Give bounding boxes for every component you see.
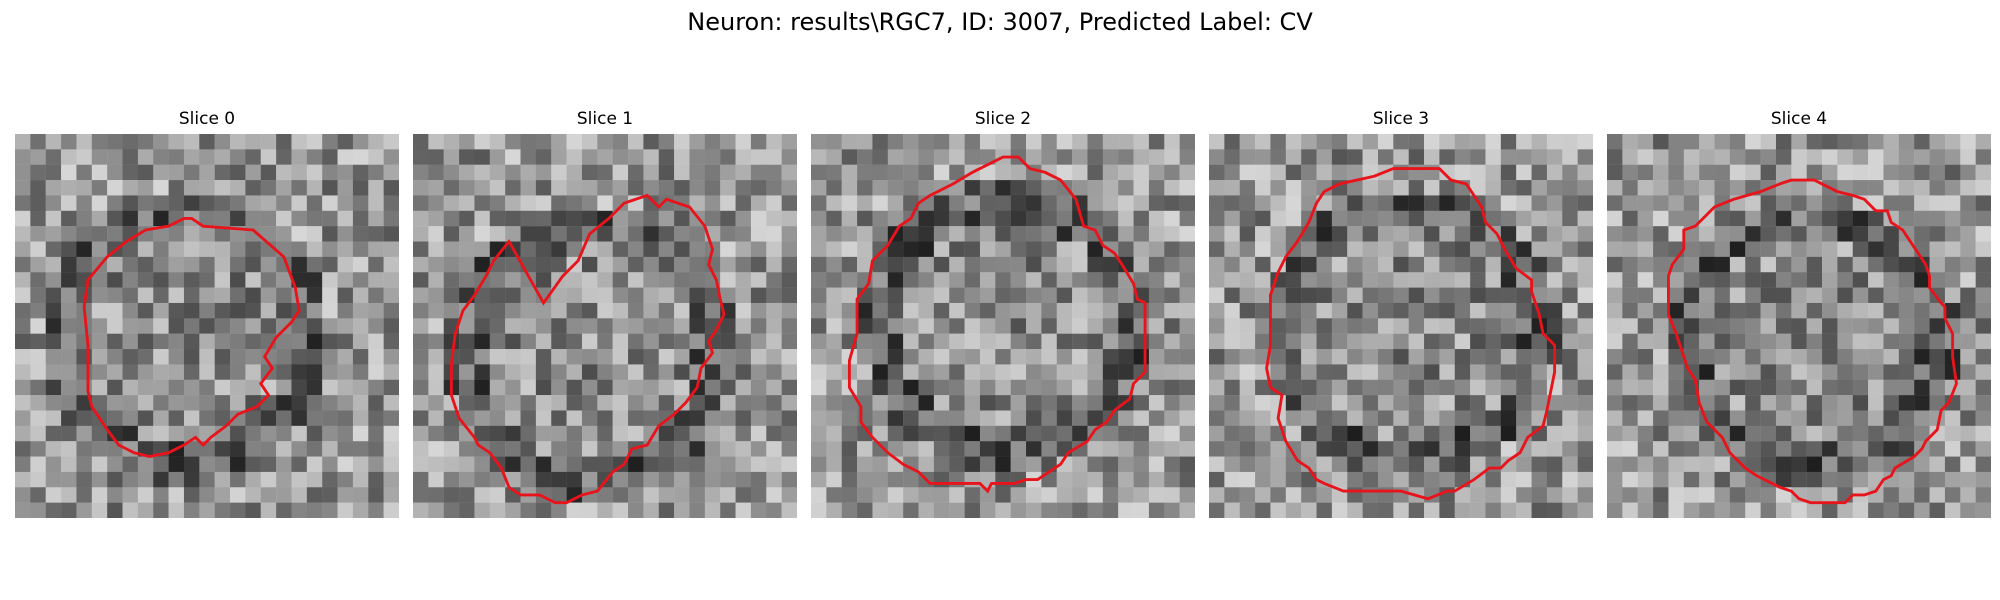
slice-title-3: Slice 3	[1372, 109, 1430, 129]
slice-title-1: Slice 1	[576, 109, 634, 129]
cell-contour-2	[847, 155, 1147, 494]
slice-panel-4: Slice 4	[1607, 108, 1991, 518]
cell-contour-0	[82, 217, 301, 459]
slice-image-1	[413, 134, 797, 518]
slice-image-3	[1209, 134, 1593, 518]
figure-title: Neuron: results\RGC7, ID: 3007, Predicte…	[687, 8, 1313, 36]
slice-panel-1: Slice 1	[413, 108, 797, 518]
slice-panel-3: Slice 3	[1209, 108, 1593, 518]
slice-image-4	[1607, 134, 1991, 518]
cell-contour-1	[449, 193, 726, 505]
slice-image-0	[15, 134, 399, 518]
slice-panel-2: Slice 2	[811, 108, 1195, 518]
slice-title-2: Slice 2	[974, 109, 1032, 129]
cell-contour-3	[1265, 167, 1557, 501]
slice-panel-0: Slice 0	[15, 108, 399, 518]
cell-contour-4	[1667, 178, 1958, 505]
slice-title-0: Slice 0	[178, 109, 236, 129]
slice-title-4: Slice 4	[1770, 109, 1828, 129]
slice-image-2	[811, 134, 1195, 518]
